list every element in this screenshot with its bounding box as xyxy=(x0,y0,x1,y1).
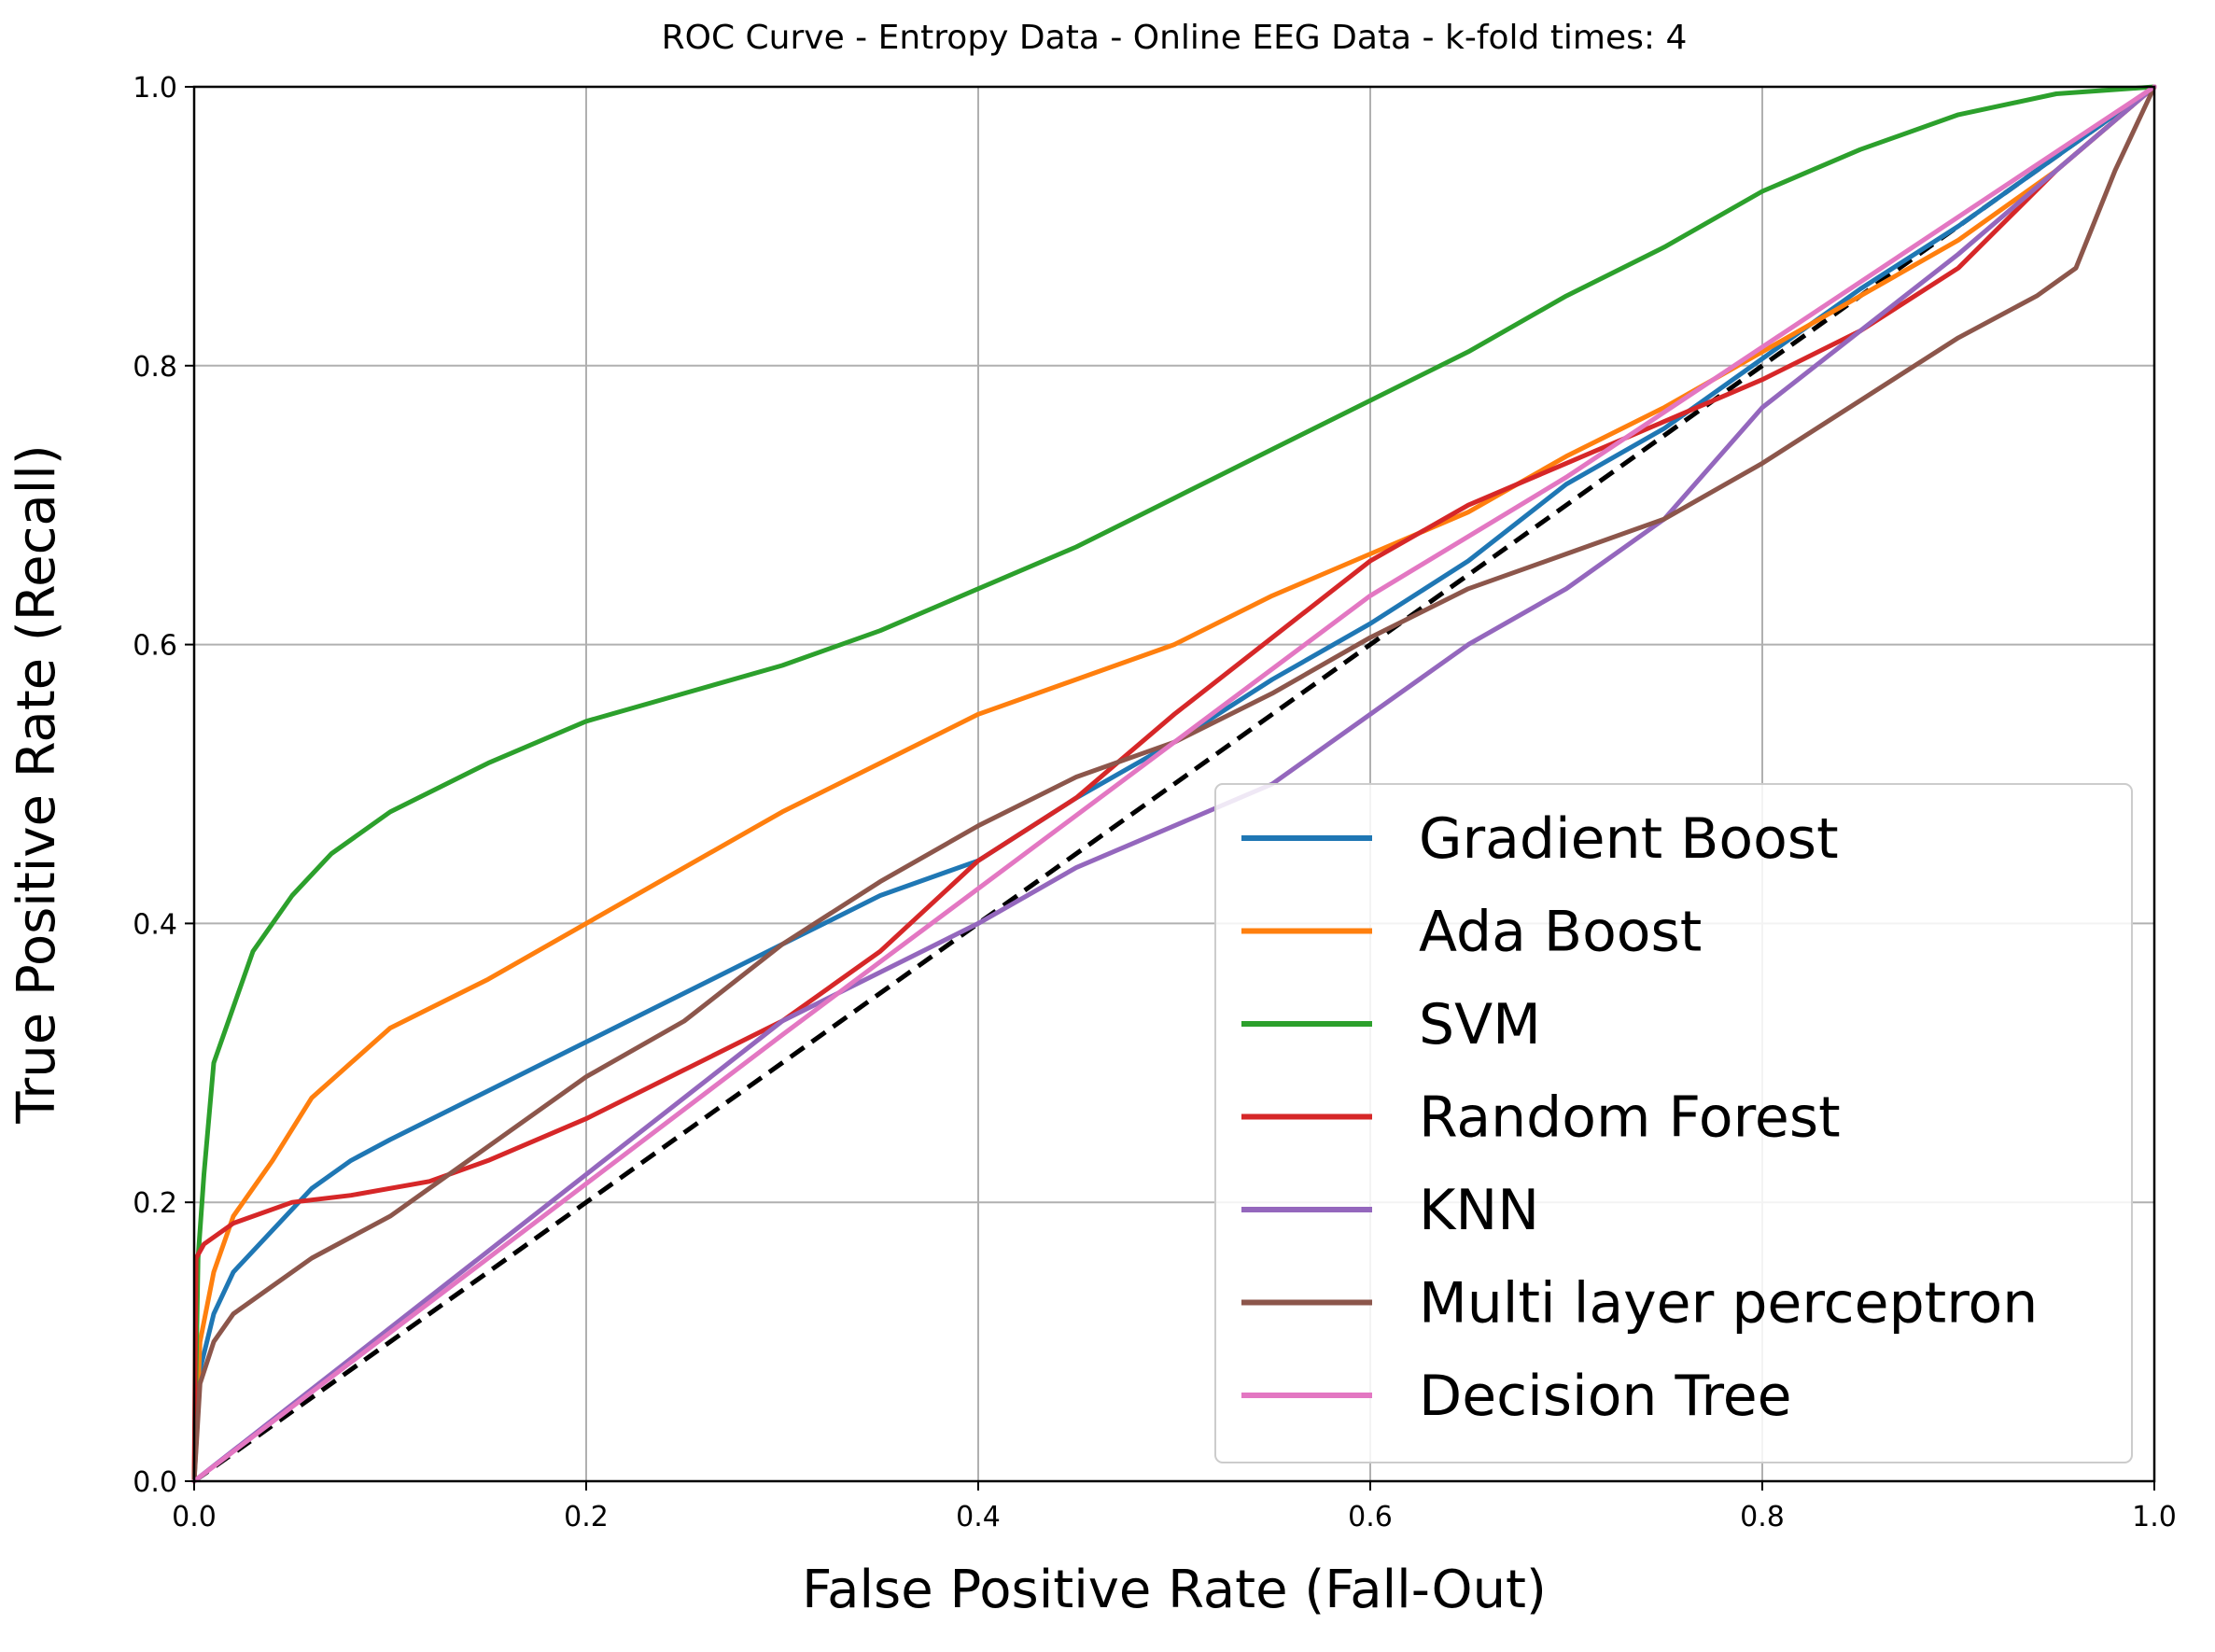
y-tick-label: 0.4 xyxy=(133,908,177,941)
legend-label-decision-tree: Decision Tree xyxy=(1419,1364,1792,1429)
series-line-decision-tree xyxy=(191,84,2157,1484)
axis-ticks: 0.0 0.2 0.4 0.6 0.8 1.0 0.0 0.2 0.4 0.6 0.8 1.0 xyxy=(133,72,2177,1533)
y-tick-label: 0.6 xyxy=(133,630,177,663)
y-tick-label: 0.8 xyxy=(133,351,177,384)
legend-label-random-forest: Random Forest xyxy=(1419,1085,1841,1151)
plot-frame xyxy=(192,85,2156,1483)
y-tick-label: 0.0 xyxy=(133,1466,177,1499)
chart-title: ROC Curve - Entropy Data - Online EEG Da… xyxy=(662,19,1688,57)
legend-box xyxy=(1214,783,2133,1463)
series-line-multi-layer-perceptron xyxy=(191,84,2157,1484)
series-line-ada-boost xyxy=(191,84,2157,1484)
legend: Gradient Boost Ada Boost SVM Random Forest K… xyxy=(1214,783,2133,1463)
y-tick-label: 1.0 xyxy=(133,72,177,105)
x-axis-label: False Positive Rate (Fall-Out) xyxy=(802,1560,1547,1620)
series-line-svm xyxy=(191,84,2157,1484)
x-tick-label: 0.8 xyxy=(1740,1501,1785,1533)
x-tick-label: 0.4 xyxy=(956,1501,1001,1533)
x-tick-label: 1.0 xyxy=(2132,1501,2177,1533)
chance-diagonal xyxy=(192,84,2156,1484)
y-axis-label: True Positive Rate (Recall) xyxy=(7,444,67,1124)
x-tick-label: 0.0 xyxy=(172,1501,217,1533)
x-tick-label: 0.2 xyxy=(564,1501,609,1533)
series-line-gradient-boost xyxy=(191,84,2157,1484)
legend-label-gradient-boost: Gradient Boost xyxy=(1419,806,1839,872)
legend-label-svm: SVM xyxy=(1419,992,1541,1057)
legend-label-multi-layer-perceptron: Multi layer perceptron xyxy=(1419,1271,2038,1337)
series-line-random-forest xyxy=(191,84,2157,1484)
y-tick-label: 0.2 xyxy=(133,1187,177,1220)
legend-label-ada-boost: Ada Boost xyxy=(1419,900,1702,965)
diagonal-line xyxy=(192,84,2156,1484)
legend-label-knn: KNN xyxy=(1419,1178,1539,1243)
x-tick-label: 0.6 xyxy=(1348,1501,1393,1533)
